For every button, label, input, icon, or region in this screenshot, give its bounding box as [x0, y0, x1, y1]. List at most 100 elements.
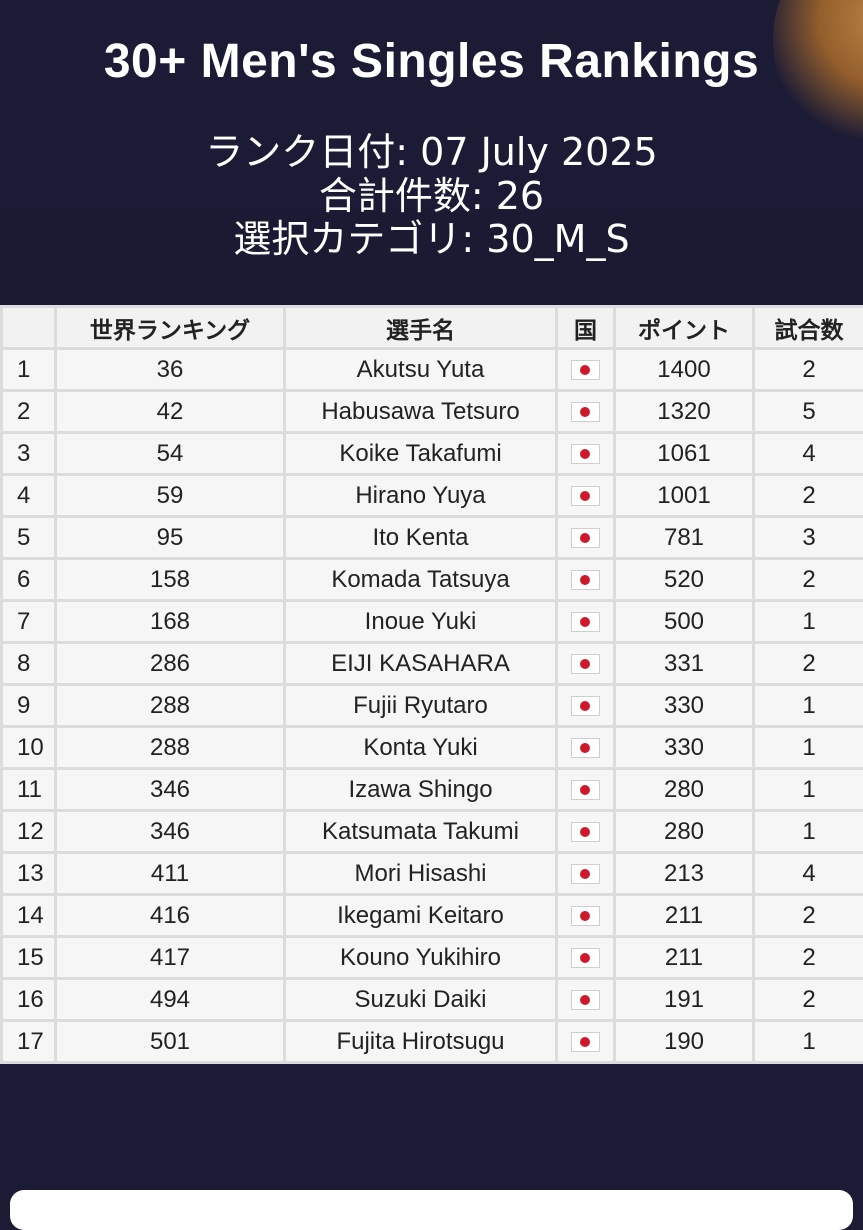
japan-flag-icon	[571, 360, 600, 380]
points-cell: 1320	[615, 391, 754, 433]
player-name-cell[interactable]: Katsumata Takumi	[285, 811, 557, 853]
player-name-cell[interactable]: Kouno Yukihiro	[285, 937, 557, 979]
matches-cell: 2	[754, 475, 863, 517]
matches-cell: 1	[754, 727, 863, 769]
world-ranking-cell: 42	[56, 391, 285, 433]
japan-flag-icon	[571, 696, 600, 716]
page-header: 30+ Men's Singles Rankings ランク日付: 07 Jul…	[0, 0, 863, 305]
player-name-cell[interactable]: EIJI KASAHARA	[285, 643, 557, 685]
rank-position: 4	[2, 475, 56, 517]
matches-cell: 1	[754, 685, 863, 727]
matches-cell: 1	[754, 769, 863, 811]
matches-cell: 1	[754, 1021, 863, 1063]
world-ranking-cell: 59	[56, 475, 285, 517]
country-cell	[557, 769, 615, 811]
country-cell	[557, 811, 615, 853]
player-name-cell[interactable]: Inoue Yuki	[285, 601, 557, 643]
country-cell	[557, 433, 615, 475]
rank-position: 15	[2, 937, 56, 979]
rank-position: 5	[2, 517, 56, 559]
player-name-cell[interactable]: Suzuki Daiki	[285, 979, 557, 1021]
matches-cell: 2	[754, 937, 863, 979]
points-cell: 331	[615, 643, 754, 685]
points-cell: 1001	[615, 475, 754, 517]
player-name-cell[interactable]: Koike Takafumi	[285, 433, 557, 475]
country-cell	[557, 1021, 615, 1063]
world-ranking-cell: 346	[56, 811, 285, 853]
world-ranking-cell: 501	[56, 1021, 285, 1063]
table-header-row: 世界ランキング 選手名 国 ポイント 試合数	[2, 307, 863, 349]
player-name-cell[interactable]: Ito Kenta	[285, 517, 557, 559]
page-title: 30+ Men's Singles Rankings	[0, 34, 863, 89]
country-cell	[557, 559, 615, 601]
points-cell: 500	[615, 601, 754, 643]
player-name-cell[interactable]: Izawa Shingo	[285, 769, 557, 811]
points-cell: 330	[615, 727, 754, 769]
col-header-country[interactable]: 国	[557, 307, 615, 349]
world-ranking-cell: 288	[56, 727, 285, 769]
points-cell: 280	[615, 811, 754, 853]
col-header-world-ranking[interactable]: 世界ランキング	[56, 307, 285, 349]
rank-position: 1	[2, 349, 56, 391]
japan-flag-icon	[571, 822, 600, 842]
player-name-cell[interactable]: Mori Hisashi	[285, 853, 557, 895]
japan-flag-icon	[571, 780, 600, 800]
col-header-matches[interactable]: 試合数	[754, 307, 863, 349]
points-cell: 213	[615, 853, 754, 895]
total-count: 合計件数: 26	[0, 174, 863, 218]
world-ranking-cell: 288	[56, 685, 285, 727]
rank-position: 13	[2, 853, 56, 895]
player-name-cell[interactable]: Komada Tatsuya	[285, 559, 557, 601]
country-cell	[557, 391, 615, 433]
world-ranking-cell: 417	[56, 937, 285, 979]
country-cell	[557, 727, 615, 769]
rank-position: 11	[2, 769, 56, 811]
japan-flag-icon	[571, 990, 600, 1010]
rank-position: 2	[2, 391, 56, 433]
rank-date: ランク日付: 07 July 2025	[0, 130, 863, 174]
matches-cell: 1	[754, 601, 863, 643]
points-cell: 191	[615, 979, 754, 1021]
col-header-points[interactable]: ポイント	[615, 307, 754, 349]
points-cell: 781	[615, 517, 754, 559]
world-ranking-cell: 54	[56, 433, 285, 475]
country-cell	[557, 517, 615, 559]
japan-flag-icon	[571, 864, 600, 884]
player-name-cell[interactable]: Ikegami Keitaro	[285, 895, 557, 937]
player-name-cell[interactable]: Hirano Yuya	[285, 475, 557, 517]
player-name-cell[interactable]: Fujii Ryutaro	[285, 685, 557, 727]
country-cell	[557, 475, 615, 517]
world-ranking-cell: 168	[56, 601, 285, 643]
rank-position: 8	[2, 643, 56, 685]
japan-flag-icon	[571, 612, 600, 632]
world-ranking-cell: 158	[56, 559, 285, 601]
country-cell	[557, 979, 615, 1021]
world-ranking-cell: 36	[56, 349, 285, 391]
rank-position: 10	[2, 727, 56, 769]
col-header-player-name[interactable]: 選手名	[285, 307, 557, 349]
player-name-cell[interactable]: Akutsu Yuta	[285, 349, 557, 391]
player-name-cell[interactable]: Habusawa Tetsuro	[285, 391, 557, 433]
player-name-cell[interactable]: Fujita Hirotsugu	[285, 1021, 557, 1063]
japan-flag-icon	[571, 570, 600, 590]
player-name-cell[interactable]: Konta Yuki	[285, 727, 557, 769]
country-cell	[557, 601, 615, 643]
